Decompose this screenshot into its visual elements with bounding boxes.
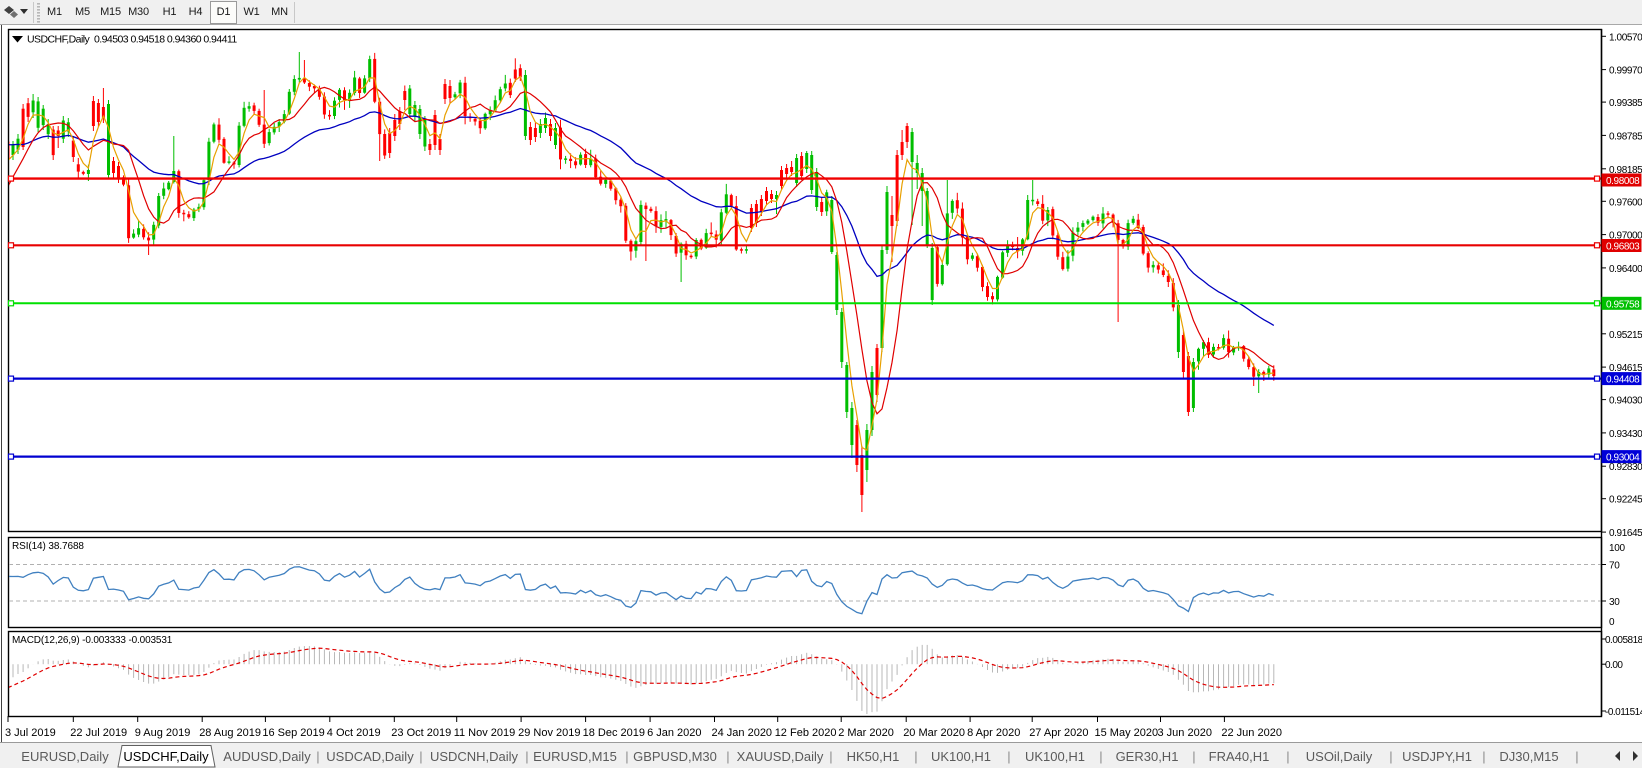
svg-text:0.94408: 0.94408 [1606,375,1640,386]
svg-text:6 Jan 2020: 6 Jan 2020 [647,727,701,739]
svg-text:0.93430: 0.93430 [1609,429,1642,440]
svg-text:2 Mar 2020: 2 Mar 2020 [838,727,894,739]
svg-text:D1: D1 [217,6,231,18]
svg-text:0.96803: 0.96803 [1606,242,1640,253]
svg-text:0.94615: 0.94615 [1609,363,1642,374]
svg-text:M5: M5 [75,6,90,18]
svg-text:22 Jun 2020: 22 Jun 2020 [1221,727,1282,739]
svg-text:0.91645: 0.91645 [1609,528,1642,539]
svg-text:0.93004: 0.93004 [1606,453,1640,464]
svg-text:8 Apr 2020: 8 Apr 2020 [967,727,1020,739]
svg-text:20 Mar 2020: 20 Mar 2020 [903,727,965,739]
svg-text:USDCNH,Daily: USDCNH,Daily [430,749,519,764]
svg-text:|: | [1286,749,1289,764]
svg-text:USDCAD,Daily: USDCAD,Daily [326,749,414,764]
svg-text:9 Aug 2019: 9 Aug 2019 [135,727,191,739]
svg-text:0: 0 [1609,617,1615,628]
svg-text:|: | [625,749,628,764]
svg-text:FRA40,H1: FRA40,H1 [1209,749,1270,764]
svg-text:4 Oct 2019: 4 Oct 2019 [327,727,381,739]
svg-text:0.96400: 0.96400 [1609,264,1642,275]
svg-text:22 Jul 2019: 22 Jul 2019 [70,727,127,739]
svg-text:0.95215: 0.95215 [1609,330,1642,341]
svg-text:USDCHF,Daily: USDCHF,Daily [123,749,209,764]
svg-text:-0.011514: -0.011514 [1605,707,1642,718]
svg-text:RSI(14) 38.7688: RSI(14) 38.7688 [12,541,84,552]
svg-text:30: 30 [1609,597,1620,608]
svg-text:|: | [1482,749,1485,764]
svg-text:0.005818: 0.005818 [1605,635,1642,646]
svg-text:100: 100 [1609,543,1626,554]
svg-text:H4: H4 [189,6,203,18]
svg-text:0.99385: 0.99385 [1609,98,1642,109]
svg-text:|: | [525,749,528,764]
svg-text:16 Sep 2019: 16 Sep 2019 [262,727,324,739]
svg-text:|: | [1007,749,1010,764]
svg-text:1.00570: 1.00570 [1609,32,1642,43]
svg-text:29 Nov 2019: 29 Nov 2019 [518,727,580,739]
svg-text:GER30,H1: GER30,H1 [1116,749,1179,764]
svg-text:|: | [419,749,422,764]
svg-text:W1: W1 [243,6,259,18]
svg-text:HK50,H1: HK50,H1 [847,749,900,764]
svg-text:3 Jun 2020: 3 Jun 2020 [1158,727,1212,739]
svg-text:28 Aug 2019: 28 Aug 2019 [199,727,261,739]
svg-text:0.92830: 0.92830 [1609,462,1642,473]
svg-text:XAUUSD,Daily: XAUUSD,Daily [737,749,824,764]
svg-text:M1: M1 [47,6,62,18]
svg-text:EURUSD,M15: EURUSD,M15 [533,749,617,764]
svg-text:24 Jan 2020: 24 Jan 2020 [712,727,773,739]
svg-text:UK100,H1: UK100,H1 [931,749,991,764]
svg-text:15 May 2020: 15 May 2020 [1095,727,1159,739]
svg-text:0.98185: 0.98185 [1609,165,1642,176]
svg-text:|: | [1099,749,1102,764]
svg-text:3 Jul 2019: 3 Jul 2019 [5,727,56,739]
svg-text:27 Apr 2020: 27 Apr 2020 [1029,727,1088,739]
svg-text:0.98008: 0.98008 [1606,176,1640,187]
svg-text:USDCHF,Daily 0.94503 0.94518: USDCHF,Daily 0.94503 0.94518 0.94360 0.9… [27,34,237,46]
svg-text:0.99970: 0.99970 [1609,66,1642,77]
svg-text:|: | [316,749,319,764]
svg-text:USDJPY,H1: USDJPY,H1 [1402,749,1472,764]
svg-text:|: | [1389,749,1392,764]
svg-text:M30: M30 [128,6,149,18]
svg-text:H1: H1 [163,6,177,18]
svg-text:|: | [914,749,917,764]
svg-text:|: | [1192,749,1195,764]
svg-text:MACD(12,26,9) -0.003333 -0.003: MACD(12,26,9) -0.003333 -0.003531 [12,635,173,646]
svg-text:0.97600: 0.97600 [1609,197,1642,208]
svg-text:11 Nov 2019: 11 Nov 2019 [454,727,516,739]
svg-text:EURUSD,Daily: EURUSD,Daily [21,749,109,764]
svg-text:|: | [726,749,729,764]
svg-text:GBPUSD,M30: GBPUSD,M30 [633,749,717,764]
svg-text:0.95758: 0.95758 [1606,299,1640,310]
svg-text:USOil,Daily: USOil,Daily [1306,749,1373,764]
svg-text:23 Oct 2019: 23 Oct 2019 [391,727,451,739]
svg-text:0.92245: 0.92245 [1609,495,1642,506]
svg-text:0.00: 0.00 [1605,660,1623,671]
svg-text:AUDUSD,Daily: AUDUSD,Daily [223,749,311,764]
svg-text:M15: M15 [100,6,121,18]
svg-text:|: | [1575,749,1578,764]
svg-text:UK100,H1: UK100,H1 [1025,749,1085,764]
svg-text:DJ30,M15: DJ30,M15 [1499,749,1558,764]
svg-text:MN: MN [271,6,288,18]
svg-text:0.94030: 0.94030 [1609,396,1642,407]
svg-text:70: 70 [1609,561,1620,572]
svg-text:0.98785: 0.98785 [1609,131,1642,142]
svg-text:12 Feb 2020: 12 Feb 2020 [775,727,837,739]
svg-text:|: | [829,749,832,764]
svg-text:0.97000: 0.97000 [1609,231,1642,242]
svg-text:18 Dec 2019: 18 Dec 2019 [583,727,645,739]
